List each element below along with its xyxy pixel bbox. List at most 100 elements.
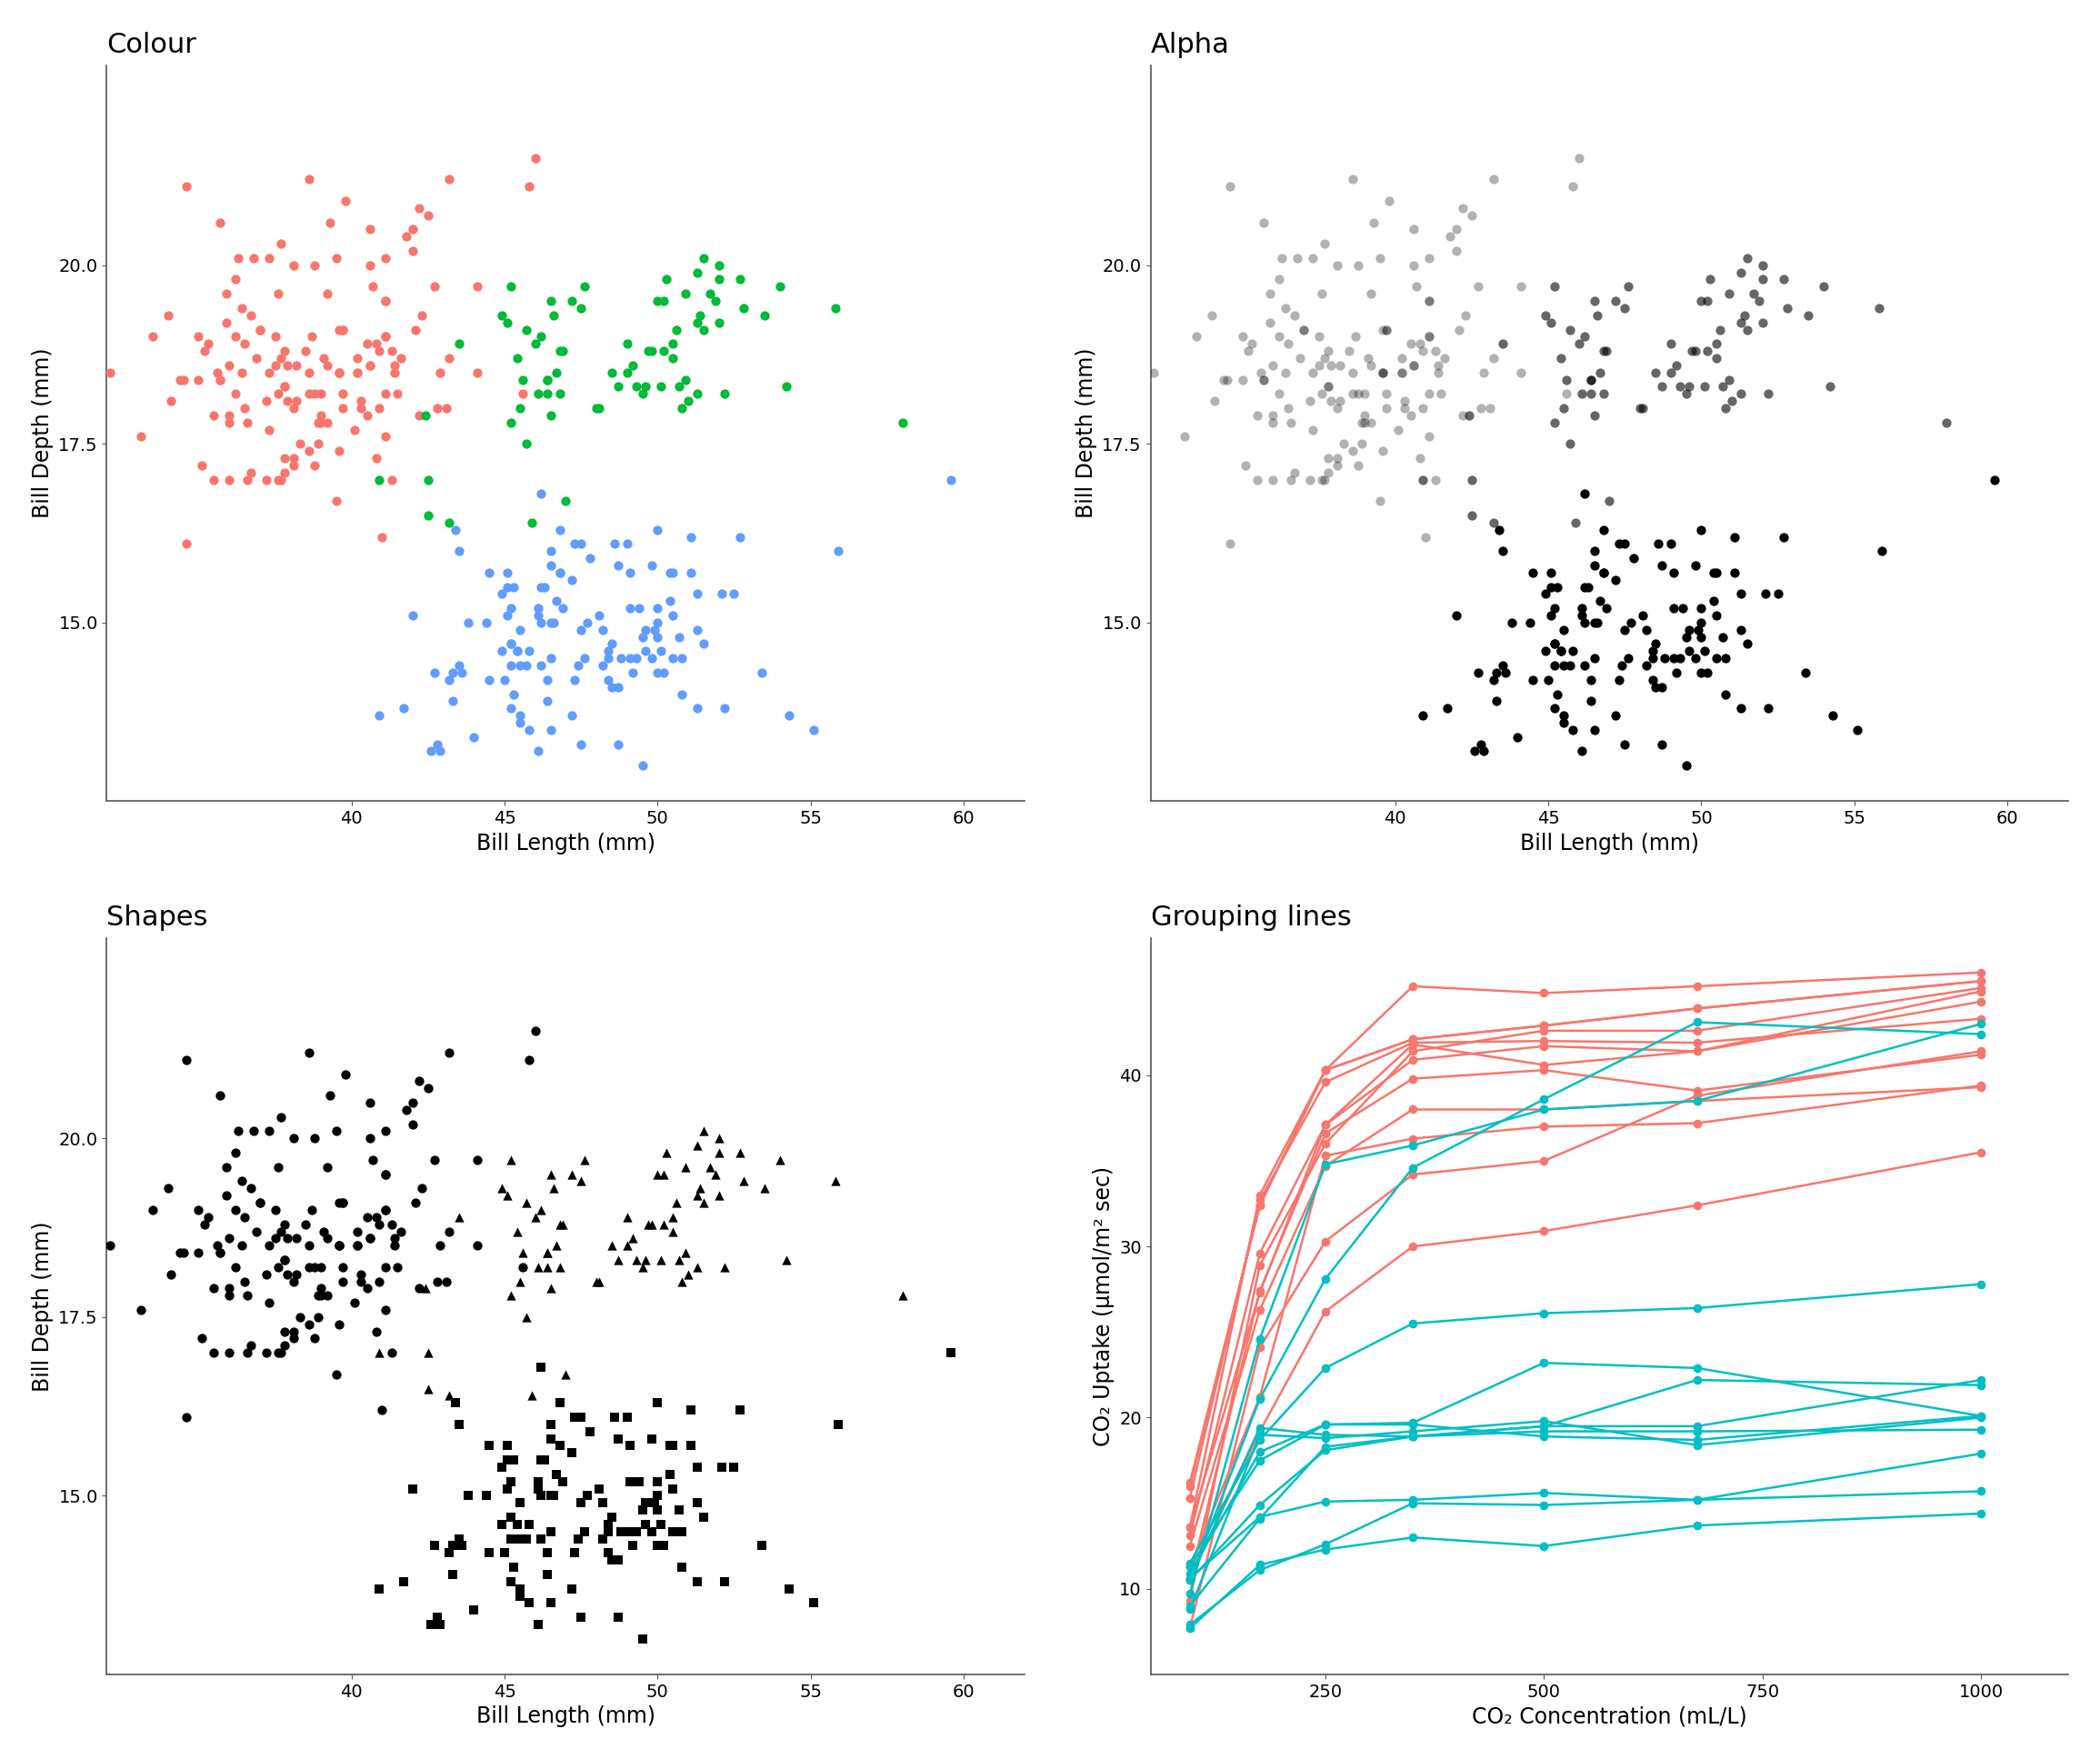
Point [227, 1266, 260, 1295]
Point [210, 1152, 244, 1180]
Point [351, 1203, 384, 1231]
Point [1514, 609, 1548, 637]
Point [412, 466, 445, 494]
Point [1449, 301, 1483, 329]
Point [1569, 573, 1602, 602]
Point [1504, 359, 1537, 387]
Point [567, 644, 601, 672]
Point [1592, 487, 1625, 515]
Point [323, 315, 357, 343]
Point [504, 616, 538, 644]
Point [212, 466, 246, 494]
Point [693, 280, 727, 308]
Point [506, 1238, 540, 1266]
Point [565, 294, 598, 322]
Point [218, 1138, 252, 1166]
Point [420, 1602, 454, 1631]
Point [363, 1339, 397, 1367]
Point [1369, 394, 1403, 422]
Point [197, 401, 231, 429]
Point [357, 1145, 391, 1173]
Point [1388, 394, 1422, 422]
Point [1659, 658, 1693, 686]
Point [533, 287, 567, 315]
Point [1766, 522, 1800, 551]
Point [399, 315, 433, 343]
Point [582, 1266, 615, 1295]
Point [1564, 602, 1598, 630]
Point [330, 1061, 363, 1089]
Point [1537, 595, 1571, 623]
Point [294, 1196, 328, 1224]
Point [204, 366, 237, 394]
Point [386, 695, 420, 723]
Point [594, 1504, 628, 1532]
Point [1422, 352, 1455, 380]
Point [662, 1245, 695, 1274]
Point [231, 1282, 265, 1310]
Point [1308, 345, 1342, 373]
Point [204, 1238, 237, 1266]
Point [508, 1303, 542, 1332]
Point [319, 245, 353, 273]
Point [153, 1259, 187, 1288]
Point [1403, 329, 1436, 357]
Point [554, 287, 588, 315]
Point [647, 1161, 680, 1189]
Point [368, 1117, 401, 1145]
Point [601, 1425, 634, 1453]
Point [374, 1339, 407, 1367]
Point [533, 536, 567, 565]
Point [531, 380, 565, 408]
Point [1684, 623, 1718, 651]
Point [1401, 273, 1434, 301]
Point [533, 644, 567, 672]
Point [1709, 644, 1743, 672]
Point [307, 345, 340, 373]
Point [204, 366, 237, 394]
Point [512, 1511, 546, 1539]
Point [1703, 315, 1737, 343]
Point [340, 1231, 374, 1259]
Point [227, 329, 260, 357]
Point [1283, 345, 1317, 373]
Point [204, 1238, 237, 1266]
Point [197, 1339, 231, 1367]
Point [1476, 508, 1510, 536]
Point [1235, 329, 1268, 357]
Y-axis label: CO₂ Uptake (μmol/m² sec): CO₂ Uptake (μmol/m² sec) [1092, 1166, 1115, 1446]
Point [1441, 237, 1474, 266]
Point [258, 1224, 292, 1252]
Point [531, 366, 565, 394]
Point [773, 702, 806, 730]
Point [1226, 322, 1260, 350]
Point [601, 730, 634, 758]
Point [693, 1152, 727, 1180]
Point [598, 1404, 632, 1432]
Point [433, 1217, 466, 1245]
Point [1296, 359, 1329, 387]
Point [433, 1038, 466, 1066]
Point [225, 1231, 258, 1259]
Point [233, 1175, 267, 1203]
Point [1562, 329, 1596, 357]
Point [277, 1317, 311, 1346]
Point [363, 394, 397, 422]
Point [1770, 294, 1804, 322]
Point [300, 1282, 334, 1310]
Point [323, 359, 357, 387]
X-axis label: Bill Length (mm): Bill Length (mm) [477, 1706, 655, 1727]
Point [655, 1203, 689, 1231]
Point [267, 1317, 300, 1346]
Point [508, 315, 542, 343]
Point [1195, 301, 1228, 329]
Point [1254, 280, 1287, 308]
Point [538, 1175, 571, 1203]
Point [494, 1467, 527, 1495]
Point [544, 1390, 578, 1418]
Point [525, 322, 559, 350]
Point [218, 266, 252, 294]
Point [1724, 695, 1758, 723]
Point [1678, 644, 1711, 672]
Point [340, 359, 374, 387]
